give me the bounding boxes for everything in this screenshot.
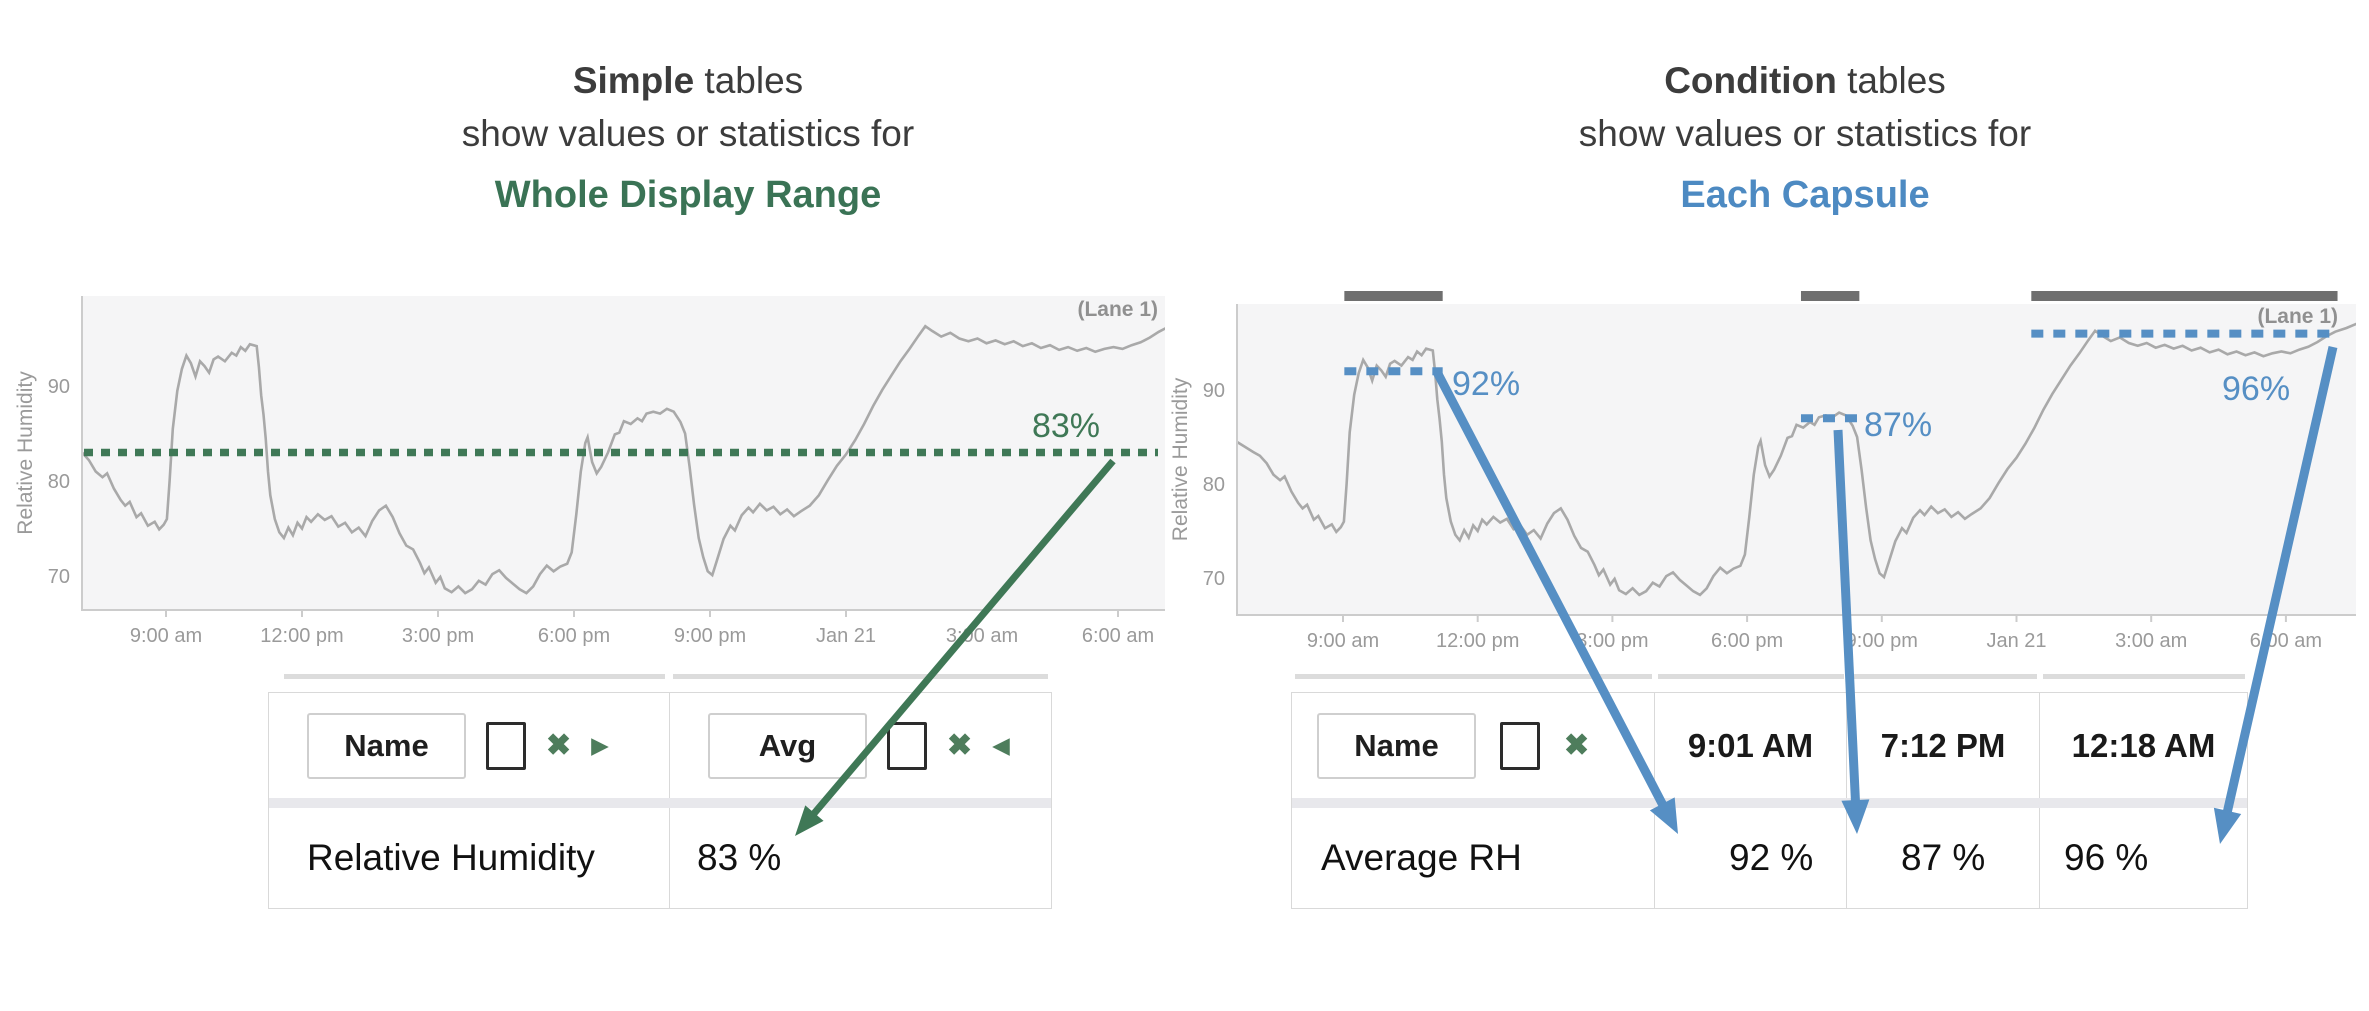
table-top-strip xyxy=(1295,674,1652,679)
x-tick-label: 12:00 pm xyxy=(260,625,343,647)
capsule1-value-cell: 92 % xyxy=(1655,808,1847,908)
y-axis-label: Relative Humidity xyxy=(1169,377,1192,541)
capsule2-annotation: 87% xyxy=(1864,406,1933,444)
right-lane-label: (Lane 1) xyxy=(2257,305,2338,328)
simple-chart: 9:00 am 12:00 pm 3:00 pm 6:00 pm 9:00 pm Jan … xyxy=(14,296,1165,647)
move-column-left-icon[interactable]: ◀ xyxy=(992,732,1010,758)
left-title-line3: Whole Display Range xyxy=(494,174,882,216)
x-tick-label: Jan 21 xyxy=(816,625,876,647)
y-axis-label: Relative Humidity xyxy=(14,371,37,535)
table-top-strip xyxy=(1850,674,2037,679)
capsule3-time-header[interactable]: 12:18 AM xyxy=(2071,726,2216,764)
right-title-rest: tables xyxy=(1836,60,1946,101)
name-checkbox[interactable] xyxy=(486,721,526,770)
y-tick-label: 80 xyxy=(48,471,70,493)
capsule-bar xyxy=(1800,291,1860,301)
table-top-strip xyxy=(2043,674,2245,679)
left-lane-label: (Lane 1) xyxy=(1077,298,1158,321)
left-title-line1: Simple tables xyxy=(573,60,803,101)
table-header-separator xyxy=(1292,798,2247,808)
capsule1-annotation: 92% xyxy=(1452,365,1521,403)
x-tick-label: 12:00 pm xyxy=(1436,630,1519,652)
x-tick-label: 6:00 pm xyxy=(1711,630,1783,652)
avg-header-button[interactable]: Avg xyxy=(708,712,867,779)
x-tick-label: 9:00 am xyxy=(130,625,202,647)
x-tick-label: 3:00 am xyxy=(2115,630,2187,652)
x-tick-label: 3:00 pm xyxy=(1576,630,1648,652)
right-title: Condition tables show values or statisti… xyxy=(1305,54,2305,222)
y-tick-label: 90 xyxy=(48,376,70,398)
avg-value-annotation: 83% xyxy=(1031,407,1100,445)
left-title-rest: tables xyxy=(694,60,804,101)
right-title-line3: Each Capsule xyxy=(1680,174,1930,216)
signal-line xyxy=(82,324,1165,595)
condition-table: Name ✖ 9:01 AM 7:12 PM 12:18 AM Average … xyxy=(1291,692,2248,909)
left-title-line2: show values or statistics for xyxy=(461,113,915,154)
signal-line xyxy=(1237,322,2356,597)
simple-table: Name ✖ ▶ Avg ✖ ◀ Relative Humidity 83 % xyxy=(268,692,1052,909)
right-title-line2: show values or statistics for xyxy=(1578,113,2032,154)
capsule1-time-header[interactable]: 9:01 AM xyxy=(1655,693,1847,798)
right-title-bold: Condition xyxy=(1664,60,1837,101)
x-tick-label: 6:00 pm xyxy=(538,625,610,647)
capsule3-annotation: 96% xyxy=(2222,370,2291,408)
x-tick-label: 9:00 pm xyxy=(1846,630,1918,652)
x-tick-label: 9:00 am xyxy=(1307,630,1379,652)
simple-table-name-header-cell: Name ✖ ▶ xyxy=(269,693,670,798)
capsule2-value-cell: 87 % xyxy=(1847,808,2040,908)
table-top-strip xyxy=(284,674,665,679)
right-title-line1: Condition tables xyxy=(1664,60,1946,101)
table-top-strip xyxy=(673,674,1048,679)
y-tick-label: 80 xyxy=(1203,474,1225,496)
avg-value-cell: 83 % xyxy=(697,837,782,878)
y-tick-label: 90 xyxy=(1203,380,1225,402)
name-checkbox[interactable] xyxy=(1500,721,1540,770)
capsule3-value-cell: 96 % xyxy=(2064,837,2149,878)
x-tick-label: Jan 21 xyxy=(1986,630,2046,652)
table-header-separator xyxy=(269,798,1051,808)
capsule-bar xyxy=(1344,291,1443,301)
simple-table-avg-header-cell: Avg ✖ ◀ xyxy=(670,693,1051,798)
x-tick-label: 3:00 am xyxy=(946,625,1018,647)
name-header-button[interactable]: Name xyxy=(1317,712,1476,779)
remove-name-column-icon[interactable]: ✖ xyxy=(1564,728,1590,762)
x-tick-label: 6:00 am xyxy=(2250,630,2322,652)
capsule-bar xyxy=(2031,291,2338,301)
name-header-button[interactable]: Name xyxy=(307,712,466,779)
signal-name-cell: Relative Humidity xyxy=(269,808,670,908)
capsule2-time-header[interactable]: 7:12 PM xyxy=(1847,693,2040,798)
condition-table-name-header-cell: Name ✖ xyxy=(1292,693,1655,798)
remove-name-column-icon[interactable]: ✖ xyxy=(546,728,572,762)
condition-chart: 9:00 am 12:00 pm 3:00 pm 6:00 pm 9:00 pm Jan … xyxy=(1169,291,2356,652)
y-tick-label: 70 xyxy=(1203,568,1225,590)
x-tick-label: 6:00 am xyxy=(1082,625,1154,647)
x-tick-label: 9:00 pm xyxy=(674,625,746,647)
left-title: Simple tables show values or statistics … xyxy=(188,54,1188,222)
y-tick-label: 70 xyxy=(48,566,70,588)
x-tick-label: 3:00 pm xyxy=(402,625,474,647)
signal-name-cell: Average RH xyxy=(1292,808,1655,908)
avg-checkbox[interactable] xyxy=(887,721,927,770)
table-top-strip xyxy=(1658,674,1844,679)
left-title-bold: Simple xyxy=(572,60,695,101)
remove-avg-column-icon[interactable]: ✖ xyxy=(947,728,973,762)
move-column-right-icon[interactable]: ▶ xyxy=(591,732,609,758)
